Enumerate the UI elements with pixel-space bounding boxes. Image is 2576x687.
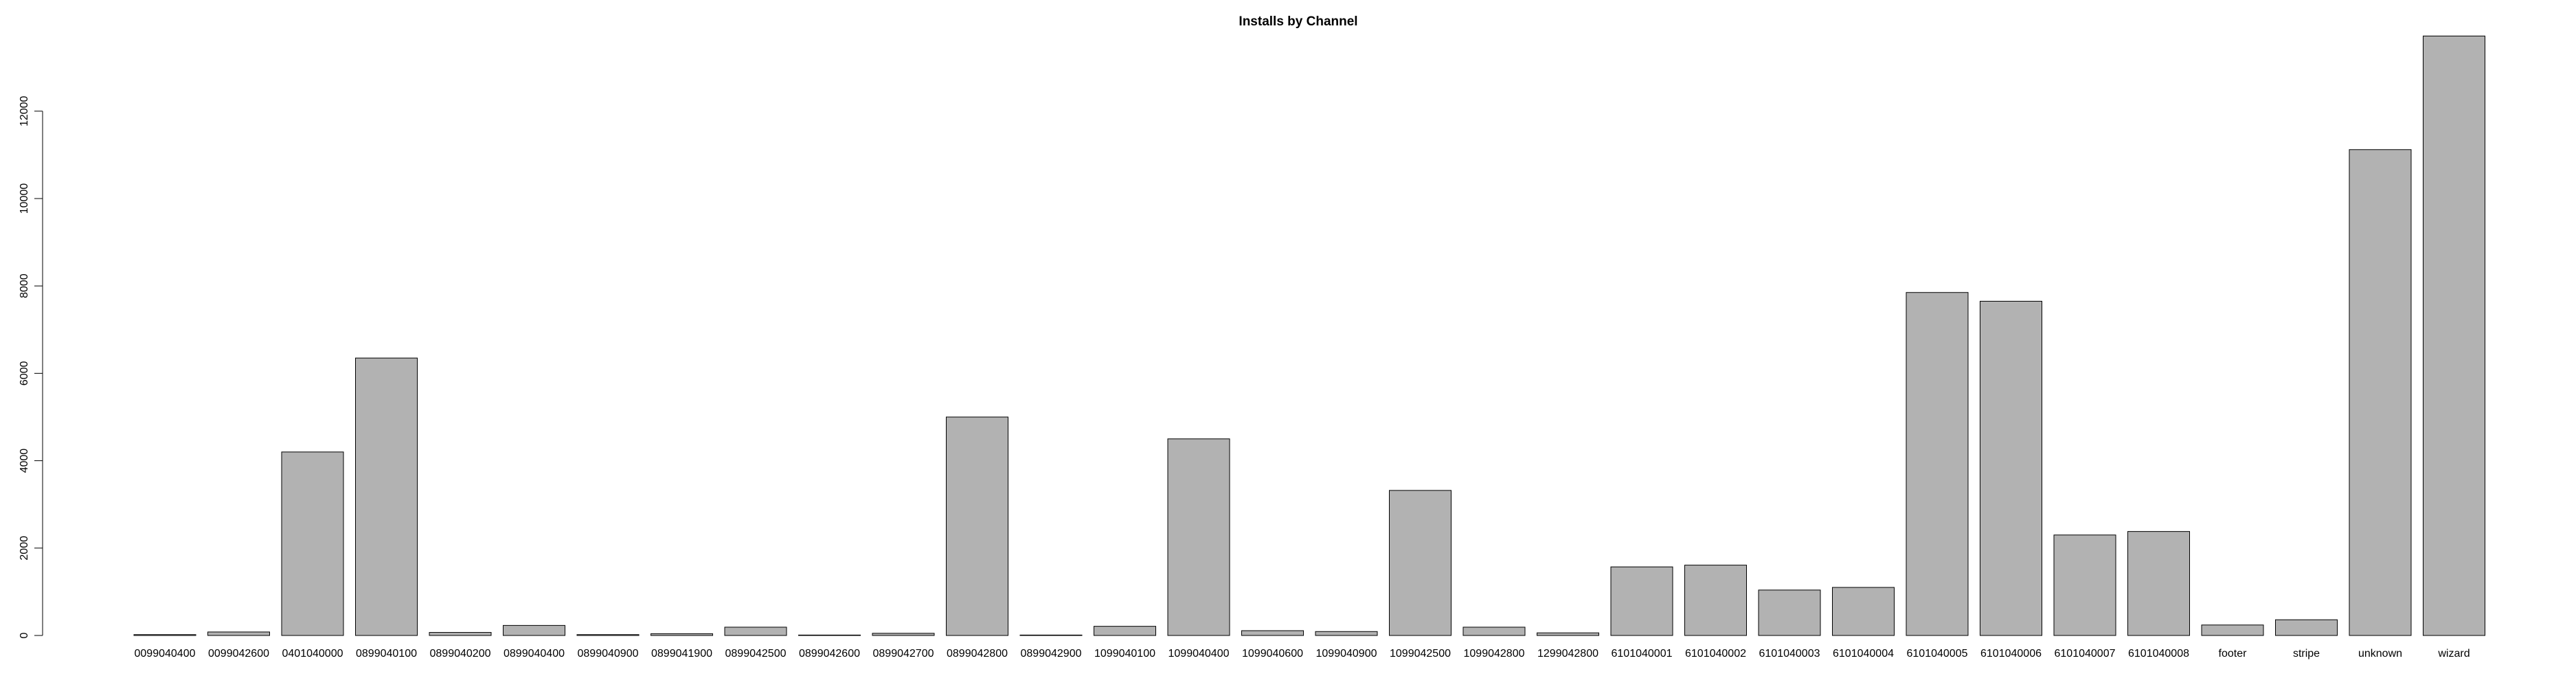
bar-wizard [2423,35,2485,636]
x-category-label: 1099042800 [1464,648,1525,660]
x-category-label: 1299042800 [1537,648,1598,660]
x-category-label: 6101040002 [1685,648,1746,660]
y-tick-label: 2000 [19,536,30,561]
x-category-label: 6101040005 [1907,648,1968,660]
x-category-label: 6101040004 [1833,648,1894,660]
y-tick-label: 12000 [19,95,30,126]
bar-6101040001 [1610,566,1673,636]
x-category-label: 0401040000 [282,648,343,660]
bar-0899042700 [872,633,935,636]
x-category-label: 6101040007 [2055,648,2116,660]
y-tick-label: 4000 [19,449,30,473]
x-category-label: 0899042900 [1021,648,1082,660]
x-category-label: 1099040400 [1168,648,1230,660]
bar-1099040900 [1315,631,1378,636]
x-category-label: stripe [2293,648,2320,660]
x-category-label: 6101040001 [1612,648,1673,660]
bar-6101040008 [2127,531,2190,636]
bar-0899040200 [429,632,492,636]
bar-0899042800 [946,416,1008,636]
bar-unknown [2349,149,2412,636]
x-category-label: 6101040008 [2128,648,2189,660]
bar-0899040100 [355,357,418,636]
x-category-label: 0899042600 [799,648,860,660]
x-category-label: unknown [2358,648,2402,660]
bar-0401040000 [281,451,344,636]
bar-0099042600 [207,631,270,636]
y-tick-label: 10000 [19,183,30,214]
x-category-label: 0899042800 [947,648,1008,660]
bar-1099042800 [1462,627,1526,636]
bar-1099040100 [1094,626,1156,636]
bar-6101040006 [1980,300,2042,636]
y-tick-label: 6000 [19,361,30,386]
y-tick-label: 0 [19,632,30,638]
bar-6101040007 [2053,534,2116,636]
bar-6101040003 [1758,589,1821,636]
x-category-label: 0899041900 [651,648,712,660]
x-category-label: 0899040100 [356,648,417,660]
bar-footer [2201,624,2264,636]
x-category-label: 6101040003 [1759,648,1820,660]
x-category-label: 6101040006 [1980,648,2042,660]
bar-0899040400 [503,624,565,636]
bar-stripe [2275,619,2338,636]
x-category-label: 0099042600 [208,648,269,660]
x-category-label: 0099040400 [135,648,196,660]
x-category-label: 1099042500 [1390,648,1451,660]
bar-6101040005 [1906,292,1969,636]
y-tick-label: 8000 [19,273,30,298]
x-category-label: footer [2219,648,2248,660]
bar-6101040002 [1684,565,1747,636]
bar-1099040400 [1167,438,1230,636]
bar-6101040004 [1832,587,1895,636]
bar-0899042500 [724,627,787,636]
y-axis: 0 2000 4000 6000 8000 10000 12000 [19,95,43,638]
bar-1099040600 [1241,630,1304,636]
bar-1299042800 [1537,632,1599,636]
chart-title: Installs by Channel [1239,14,1357,29]
x-category-label: 1099040100 [1094,648,1155,660]
bar-0899041900 [651,633,713,636]
x-category-label: 0899040900 [578,648,639,660]
x-axis-labels: 0099040400 0099042600 0401040000 0899040100… [135,648,2470,660]
bars [133,35,2485,636]
x-category-label: 1099040900 [1316,648,1377,660]
x-category-label: 0899040200 [430,648,491,660]
x-category-label: 0899040400 [504,648,565,660]
x-category-label: wizard [2437,648,2470,660]
x-category-label: 0899042500 [725,648,787,660]
x-category-label: 0899042700 [873,648,934,660]
bar-1099042500 [1389,490,1451,636]
x-category-label: 1099040600 [1242,648,1303,660]
